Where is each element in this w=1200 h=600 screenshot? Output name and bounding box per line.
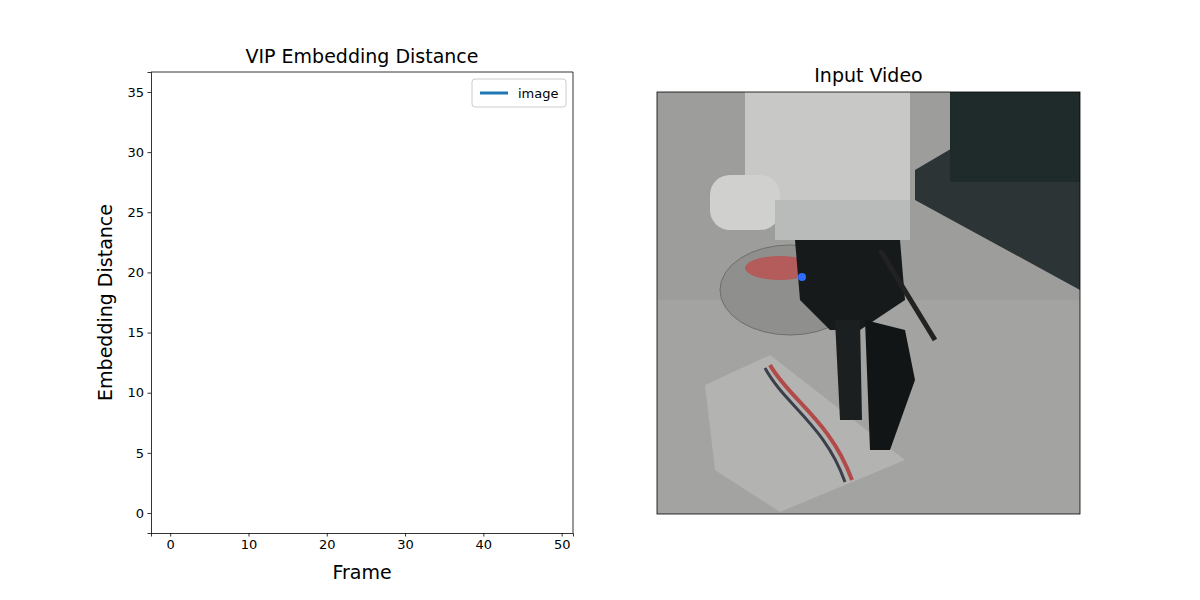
tick-label: 30 [397, 537, 414, 552]
frame-background [657, 92, 1080, 514]
finger-left [835, 320, 862, 420]
legend-box [472, 79, 566, 107]
floor [657, 300, 1080, 514]
tick: 30 [397, 533, 414, 552]
tick-mark [148, 333, 152, 334]
video-frame [657, 92, 1080, 514]
tick: 40 [476, 533, 493, 552]
video-title: Input Video [814, 64, 922, 86]
tick: 30 [127, 145, 151, 160]
tick-mark [483, 533, 484, 537]
x-axis-title: Frame [332, 561, 391, 583]
tick-label: 50 [554, 537, 571, 552]
figure: 0 10 20 30 40 50 0 5 10 15 20 25 30 35 VIP Embedding D… [0, 0, 1200, 600]
tick-mark [148, 513, 152, 514]
plot-background [151, 72, 573, 533]
finger-right [865, 320, 915, 450]
tick: 20 [127, 265, 151, 280]
tick: 10 [127, 385, 151, 400]
tick-label: 0 [136, 506, 144, 521]
tick-label: 20 [319, 537, 336, 552]
arm-ring [775, 200, 910, 240]
tick-label: 10 [241, 537, 258, 552]
tick-label: 35 [127, 85, 144, 100]
tick-label: 20 [127, 265, 144, 280]
tick-label: 40 [476, 537, 493, 552]
tick-label: 0 [167, 537, 175, 552]
tick-label: 15 [127, 325, 144, 340]
tick-label: 10 [127, 385, 144, 400]
tick-label: 30 [127, 145, 144, 160]
marker-stroke-dark [765, 368, 845, 482]
tick: 20 [319, 533, 336, 552]
camera [950, 92, 1080, 182]
tick-mark [405, 533, 406, 537]
tick: 10 [241, 533, 258, 552]
chart-title: VIP Embedding Distance [246, 45, 479, 67]
tick: 15 [127, 325, 151, 340]
x-axis: 0 10 20 30 40 50 [152, 533, 574, 552]
spine-right [573, 72, 574, 533]
tick-mark [170, 533, 171, 537]
legend: image [472, 79, 566, 107]
tick: 5 [136, 446, 151, 461]
tick-mark [327, 533, 328, 537]
y-axis-title: Embedding Distance [94, 204, 116, 401]
tick: 0 [167, 533, 175, 552]
gripper-body [795, 240, 905, 330]
led [798, 273, 806, 281]
tick-mark [248, 533, 249, 537]
tick: 25 [127, 205, 151, 220]
spine-top [151, 72, 573, 73]
axis-line [152, 534, 574, 537]
video-border [657, 92, 1080, 514]
tick-mark [148, 212, 152, 213]
tick-mark [148, 152, 152, 153]
tick-label: 25 [127, 205, 144, 220]
cable [880, 250, 935, 340]
arm-shoulder [710, 175, 780, 230]
legend-swatch [480, 92, 508, 95]
legend-label: image [518, 86, 559, 101]
tick-mark [148, 92, 152, 93]
axis-line [148, 73, 152, 534]
tick-mark [148, 393, 152, 394]
tick: 50 [554, 533, 571, 552]
y-axis: 0 5 10 15 20 25 30 35 [127, 73, 151, 534]
tick-mark [148, 272, 152, 273]
tick-mark [562, 533, 563, 537]
tick: 35 [127, 85, 151, 100]
tick-mark [148, 453, 152, 454]
tick-label: 5 [136, 446, 144, 461]
tick: 0 [136, 506, 151, 521]
